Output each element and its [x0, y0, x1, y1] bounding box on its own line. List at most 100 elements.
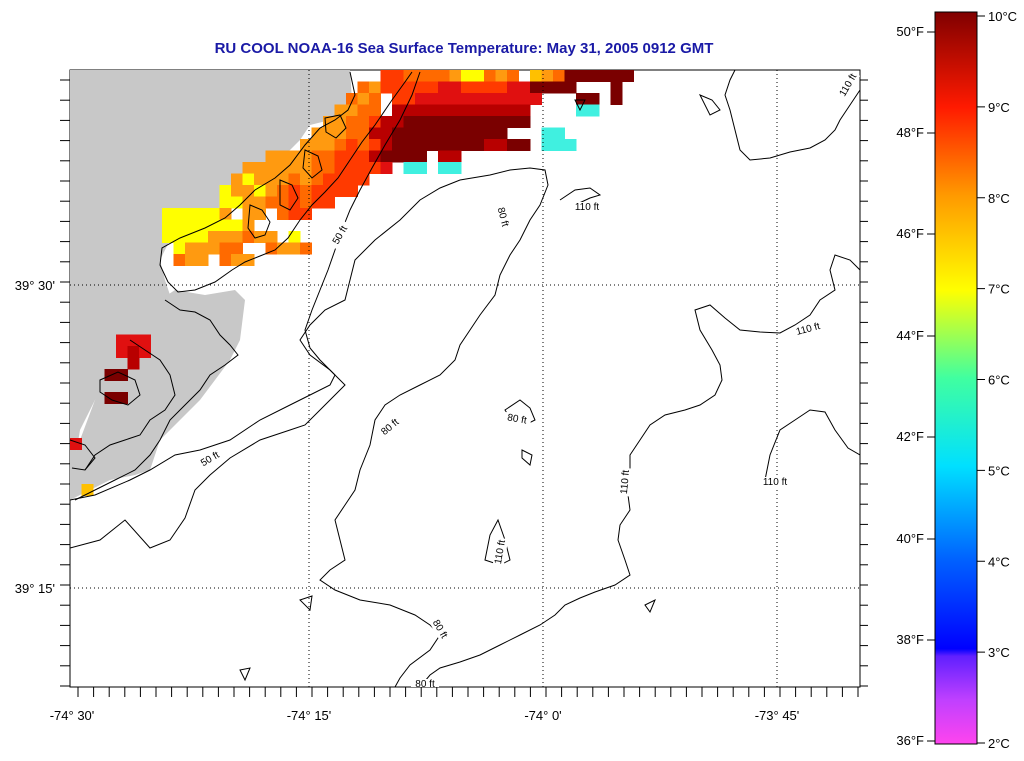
sst-pixel	[507, 139, 519, 151]
sst-pixel	[553, 81, 565, 94]
sst-pixel	[288, 150, 301, 163]
sst-pixel	[369, 81, 381, 94]
sst-pixel	[277, 162, 289, 174]
sst-pixel	[576, 70, 588, 82]
sst-pixel	[311, 196, 324, 209]
fahrenheit-label: 44°F	[896, 328, 924, 343]
sst-pixel	[300, 196, 312, 209]
celsius-label: 10°C	[988, 9, 1017, 24]
fahrenheit-label: 48°F	[896, 125, 924, 140]
sst-pixel	[311, 150, 324, 163]
sst-pixel	[369, 139, 381, 151]
sst-pixel	[277, 185, 289, 197]
sst-pixel	[242, 231, 255, 243]
contour-label-bg	[328, 220, 353, 251]
sst-pixel	[185, 219, 197, 232]
sst-pixel	[564, 81, 577, 94]
sst-pixel	[392, 104, 404, 117]
sst-pixel	[173, 242, 186, 255]
sst-pixel	[162, 208, 174, 220]
sst-pixel	[380, 127, 393, 140]
contour-label: 80 ft	[506, 412, 527, 426]
sst-pixel	[346, 139, 358, 151]
x-axis-tick-label: -73° 45'	[755, 708, 800, 723]
sst-pixel	[541, 81, 554, 94]
sst-pixel	[403, 139, 416, 151]
sst-pixel	[231, 185, 243, 197]
sst-pixel	[438, 116, 450, 128]
sst-pixel	[116, 392, 128, 404]
sst-pixel	[392, 127, 404, 140]
sst-pixel	[438, 139, 450, 151]
sst-pixel	[219, 219, 232, 232]
sst-pixel	[81, 484, 94, 496]
sst-pixel	[288, 242, 301, 255]
sst-pixel	[415, 116, 427, 128]
sst-pixel	[518, 116, 531, 128]
sst-pixel	[472, 139, 485, 151]
sst-pixel	[518, 139, 531, 151]
sst-pixel	[277, 208, 289, 220]
sst-pixel	[426, 127, 439, 140]
sst-pixel	[173, 219, 186, 232]
bathymetry-contours	[70, 70, 860, 687]
sst-pixel	[507, 116, 519, 128]
sst-pixel	[208, 231, 220, 243]
celsius-label: 9°C	[988, 100, 1010, 115]
sst-pixel	[162, 219, 174, 232]
axis-labels: -74° 30' -74° 15' -74° 0' -73° 45' 39° 30' 39…	[15, 278, 799, 723]
fahrenheit-label: 50°F	[896, 24, 924, 39]
sst-pixel	[484, 127, 496, 140]
contour-label: 80 ft	[415, 679, 435, 690]
sst-pixel	[357, 173, 370, 186]
sst-pixel	[288, 231, 301, 243]
sst-pixel	[334, 150, 347, 163]
sst-pixel	[518, 93, 531, 105]
land-area	[70, 70, 352, 500]
sst-pixel	[185, 254, 197, 266]
fahrenheit-label: 36°F	[896, 733, 924, 748]
celsius-label: 6°C	[988, 373, 1010, 388]
sst-pixel	[311, 127, 324, 140]
sst-pixel	[403, 93, 416, 105]
sst-pixel	[403, 81, 416, 94]
sst-pixel	[254, 196, 266, 209]
celsius-label: 8°C	[988, 191, 1010, 206]
sst-pixel	[484, 139, 496, 151]
sst-pixel	[369, 162, 381, 174]
sst-pixel	[472, 127, 485, 140]
sst-pixel	[449, 104, 462, 117]
sst-pixel	[277, 150, 289, 163]
sst-pixel	[311, 139, 324, 151]
sst-pixel	[587, 70, 600, 82]
sst-pixel	[173, 208, 186, 220]
sst-pixel	[426, 139, 439, 151]
sst-pixel	[599, 70, 611, 82]
sst-pixel	[426, 116, 439, 128]
sst-pixel	[380, 70, 393, 82]
sst-pixel	[300, 162, 312, 174]
sst-pixel	[196, 219, 209, 232]
sst-pixel	[438, 150, 450, 163]
sst-pixel	[495, 139, 508, 151]
sst-pixel	[553, 139, 565, 151]
contour-label: 80 ft	[495, 206, 511, 228]
sst-pixel	[472, 70, 485, 82]
sst-pixel	[484, 81, 496, 94]
x-axis-tick-label: -74° 30'	[50, 708, 95, 723]
sst-pixel	[346, 127, 358, 140]
contour-label: 110 ft	[575, 202, 599, 213]
sst-pixel	[288, 173, 301, 186]
sst-pixel	[564, 70, 577, 82]
sst-pixel	[196, 208, 209, 220]
sst-pixel	[323, 173, 335, 186]
sst-pixel	[507, 93, 519, 105]
sst-pixel	[357, 93, 370, 105]
sst-pixel	[403, 104, 416, 117]
sst-pixel	[231, 231, 243, 243]
sst-pixel	[242, 254, 255, 266]
sst-pixel	[231, 173, 243, 186]
sst-pixel	[472, 81, 485, 94]
